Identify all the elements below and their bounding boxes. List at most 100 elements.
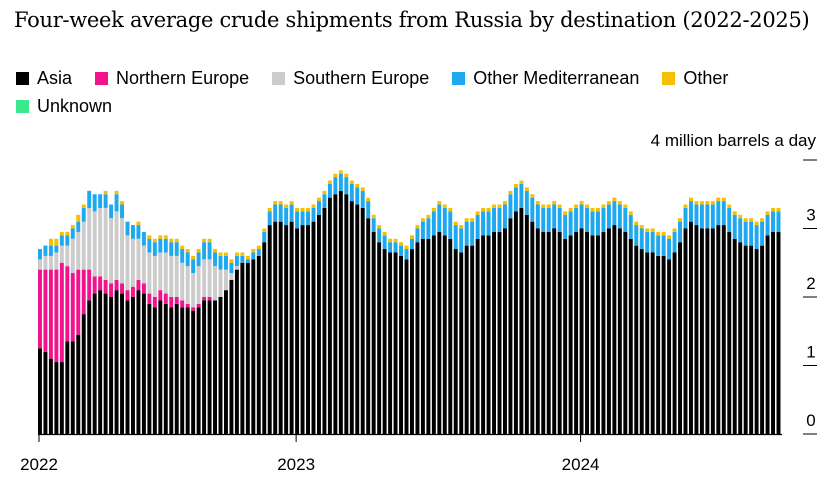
bar-segment-southern-europe [54,252,59,270]
bar-segment-other [546,204,551,208]
bar-segment-other-mediterranean [623,207,628,232]
bar-segment-other [738,214,743,219]
bar-segment-other [743,218,748,222]
legend-swatch-unknown [16,99,29,113]
bar-segment-other [557,204,562,208]
bar-segment-other [552,201,557,205]
bar-segment-asia [475,238,480,434]
bar-segment-asia [174,303,179,434]
bar-segment-other-mediterranean [431,211,436,236]
bar-segment-other [596,207,600,212]
bar-segment-other [240,252,245,256]
bar-segment-other-mediterranean [399,245,403,256]
bar-segment-asia [415,242,420,434]
bar-segment-asia [623,231,628,434]
bar-segment-other-mediterranean [366,201,371,219]
bar-segment-other-mediterranean [508,194,513,219]
bar-segment-other-mediterranean [54,245,59,253]
bar-segment-other [393,238,398,243]
bar-segment-other-mediterranean [224,255,228,270]
bar-segment-other-mediterranean [306,211,310,226]
bar-segment-southern-europe [131,238,135,287]
bar-segment-other [678,218,682,222]
bar-segment-other [213,249,217,253]
bar-segment-asia [410,249,414,434]
bar-segment-asia [617,228,622,434]
bar-segment-asia [749,245,754,435]
bar-segment-other-mediterranean [639,228,644,250]
bar-segment-other-mediterranean [596,211,600,236]
bar-segment-other-mediterranean [760,221,765,246]
bar-segment-other [196,249,201,253]
bar-segment-northern-europe [152,297,157,308]
bar-segment-other [169,238,174,243]
bar-segment-northern-europe [169,297,174,308]
bar-segment-asia [273,221,278,434]
bar-segment-asia [349,201,354,434]
bar-segment-other-mediterranean [87,190,92,208]
bar-segment-southern-europe [48,255,53,270]
bar-segment-asia [634,245,639,435]
bar-segment-other-mediterranean [710,204,715,229]
bar-segment-other [519,180,524,184]
bar-segment-other-mediterranean [169,242,174,256]
bar-segment-other [464,218,469,222]
bar-segment-other-mediterranean [136,225,141,239]
bar-segment-asia [191,310,196,434]
legend-swatch-northern-europe [95,71,109,85]
bar-segment-other-mediterranean [240,255,245,263]
bar-segment-asia [224,290,228,434]
bar-segment-asia [541,231,546,434]
bar-segment-other-mediterranean [388,242,393,253]
chart-legend: Asia Northern Europe Southern Europe Oth… [16,64,796,120]
bar-segment-southern-europe [202,259,207,297]
bar-segment-southern-europe [109,218,114,284]
bar-segment-asia [639,249,644,434]
bar-segment-asia [399,255,403,434]
bar-segment-asia [743,245,748,435]
bar-segment-other-mediterranean [661,235,666,256]
bar-segment-asia [267,225,272,434]
bar-segment-southern-europe [81,221,86,270]
bar-segment-other [103,190,108,195]
bar-segment-asia [103,293,108,434]
bar-segment-northern-europe [174,297,179,304]
bar-segment-other [136,221,141,226]
bar-segment-other-mediterranean [579,204,584,229]
bar-segment-other-mediterranean [601,207,606,232]
bar-segment-northern-europe [191,307,196,311]
bar-segment-other [606,201,611,205]
bar-segment-asia [448,238,453,434]
bar-segment-asia [98,290,103,434]
bar-segment-other [492,204,496,208]
bar-segment-other-mediterranean [311,207,316,222]
bar-segment-other-mediterranean [689,201,693,222]
bar-segment-other [399,242,403,246]
bar-segment-other [344,173,349,178]
bar-segment-other-mediterranean [497,207,502,232]
bar-segment-southern-europe [114,211,119,280]
bar-segment-other-mediterranean [185,252,190,267]
bar-segment-other-mediterranean [371,218,376,232]
bar-segment-other [114,190,119,195]
bar-segment-other-mediterranean [180,249,185,263]
bar-segment-other-mediterranean [524,190,529,215]
bar-segment-other-mediterranean [70,228,75,239]
bar-segment-other-mediterranean [645,231,650,253]
bar-segment-asia [721,225,726,434]
bar-segment-southern-europe [125,235,130,291]
bar-segment-asia [180,307,185,434]
bar-segment-asia [404,259,409,434]
bar-segment-northern-europe [76,269,81,335]
bar-segment-northern-europe [109,283,114,297]
bar-segment-asia [760,245,765,435]
bar-segment-asia [585,231,589,434]
bar-segment-other [721,197,726,202]
bar-segment-other-mediterranean [475,214,480,239]
bar-segment-other [224,252,228,256]
bar-segment-other-mediterranean [120,204,124,219]
bar-segment-other [273,201,278,205]
bar-segment-other-mediterranean [251,252,256,260]
bar-segment-asia [202,300,207,434]
bar-segment-other [317,197,321,202]
